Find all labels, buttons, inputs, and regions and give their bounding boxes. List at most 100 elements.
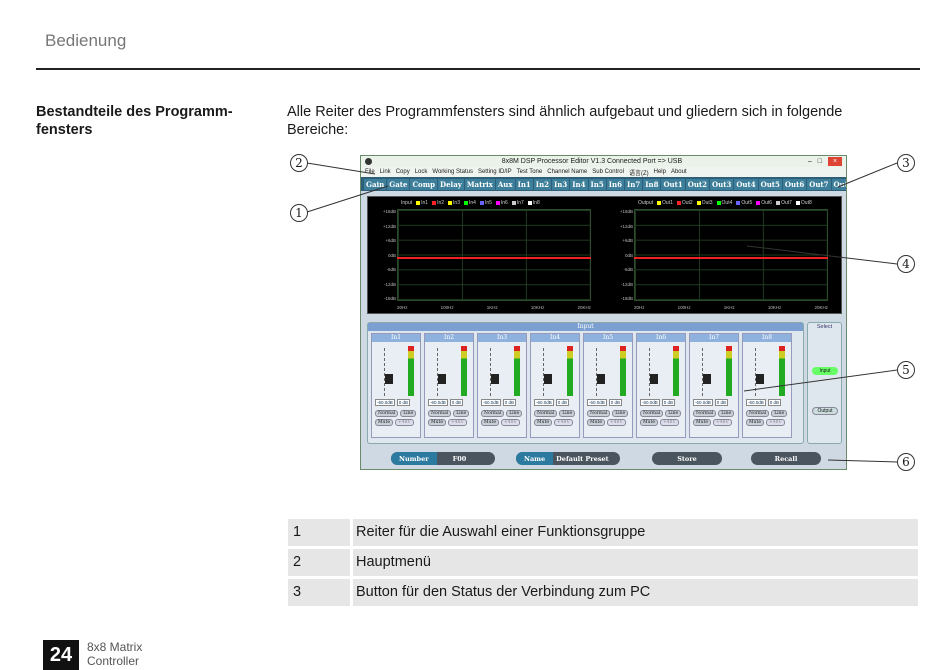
fader-track[interactable] bbox=[755, 348, 761, 396]
fader-knob[interactable] bbox=[650, 374, 658, 384]
tab-out8[interactable]: Out8 bbox=[831, 178, 846, 190]
number-field[interactable]: Number F00 bbox=[391, 452, 495, 465]
menu-item[interactable]: Working Status bbox=[432, 169, 473, 175]
legend-label[interactable]: Out1 bbox=[662, 200, 673, 206]
legend-label[interactable]: In6 bbox=[500, 200, 508, 206]
gain-input[interactable]: 0 dB bbox=[396, 399, 411, 406]
select-input-button[interactable]: Input bbox=[812, 367, 838, 375]
legend-label[interactable]: In5 bbox=[484, 200, 492, 206]
tab-out2[interactable]: Out2 bbox=[685, 178, 710, 190]
menu-item[interactable]: Test Tone bbox=[516, 169, 543, 175]
tab-matrix[interactable]: Matrix bbox=[464, 178, 495, 190]
legend-label[interactable]: Out3 bbox=[701, 200, 713, 206]
tab-in7[interactable]: In7 bbox=[624, 178, 643, 190]
mute-button[interactable]: Mute bbox=[587, 419, 605, 426]
normal-button[interactable]: Normal bbox=[587, 410, 611, 417]
gain-input[interactable]: 0 dB bbox=[608, 399, 623, 406]
fader-track[interactable] bbox=[596, 348, 602, 396]
menu-item[interactable]: About bbox=[670, 169, 687, 175]
level-readout[interactable]: -60.0dB bbox=[640, 399, 660, 406]
recall-button[interactable]: Recall bbox=[751, 452, 821, 465]
close-icon[interactable]: × bbox=[828, 157, 842, 166]
name-field[interactable]: Name Default Preset bbox=[516, 452, 620, 465]
menu-item[interactable]: Help bbox=[653, 169, 666, 175]
normal-button[interactable]: Normal bbox=[481, 410, 505, 417]
normal-button[interactable]: Normal bbox=[693, 410, 717, 417]
menu-item[interactable]: Lock bbox=[414, 169, 428, 175]
gain-input[interactable]: 0 dB bbox=[767, 399, 782, 406]
phantom-power-button[interactable]: +48V bbox=[447, 419, 467, 426]
fader-track[interactable] bbox=[490, 348, 496, 396]
phantom-power-button[interactable]: +48V bbox=[500, 419, 520, 426]
fader-track[interactable] bbox=[649, 348, 655, 396]
legend-label[interactable]: Out5 bbox=[741, 200, 753, 206]
line-button[interactable]: Line bbox=[559, 410, 576, 417]
fader-knob[interactable] bbox=[756, 374, 764, 384]
line-button[interactable]: Line bbox=[453, 410, 470, 417]
menu-item[interactable]: Link bbox=[379, 169, 391, 175]
normal-button[interactable]: Normal bbox=[640, 410, 664, 417]
tab-delay[interactable]: Delay bbox=[438, 178, 464, 190]
mute-button[interactable]: Mute bbox=[481, 419, 499, 426]
menu-item[interactable]: Sub Control bbox=[592, 169, 624, 175]
level-readout[interactable]: -60.0dB bbox=[587, 399, 607, 406]
gain-input[interactable]: 0 dB bbox=[555, 399, 570, 406]
line-button[interactable]: Line bbox=[400, 410, 417, 417]
level-readout[interactable]: -60.0dB bbox=[746, 399, 766, 406]
legend-label[interactable]: In3 bbox=[453, 200, 460, 206]
tab-aux[interactable]: Aux bbox=[495, 178, 515, 190]
mute-button[interactable]: Mute bbox=[746, 419, 764, 426]
legend-label[interactable]: In1 bbox=[421, 200, 429, 206]
level-readout[interactable]: -60.0dB bbox=[428, 399, 448, 406]
tab-in2[interactable]: In2 bbox=[533, 178, 552, 190]
menu-item[interactable]: Setting ID/IP bbox=[477, 169, 512, 175]
tab-out3[interactable]: Out3 bbox=[710, 178, 734, 190]
fader-track[interactable] bbox=[384, 348, 390, 396]
level-readout[interactable]: -60.0dB bbox=[481, 399, 501, 406]
menu-item[interactable]: Copy bbox=[395, 169, 410, 175]
line-button[interactable]: Line bbox=[612, 410, 629, 417]
tab-in6[interactable]: In6 bbox=[606, 178, 624, 190]
tab-comp[interactable]: Comp bbox=[410, 178, 438, 190]
fader-track[interactable] bbox=[543, 348, 549, 396]
legend-label[interactable]: Out8 bbox=[800, 200, 812, 206]
menu-item[interactable]: File bbox=[365, 169, 375, 175]
line-button[interactable]: Line bbox=[506, 410, 523, 417]
line-button[interactable]: Line bbox=[718, 410, 735, 417]
phantom-power-button[interactable]: +48V bbox=[606, 419, 626, 426]
store-button[interactable]: Store bbox=[652, 452, 722, 465]
tab-out4[interactable]: Out4 bbox=[734, 178, 758, 190]
tab-in4[interactable]: In4 bbox=[570, 178, 588, 190]
tab-in5[interactable]: In5 bbox=[588, 178, 606, 190]
gain-input[interactable]: 0 dB bbox=[714, 399, 729, 406]
mute-button[interactable]: Mute bbox=[693, 419, 711, 426]
select-output-button[interactable]: Output bbox=[812, 407, 838, 415]
normal-button[interactable]: Normal bbox=[428, 410, 452, 417]
fader-knob[interactable] bbox=[385, 374, 393, 384]
tab-in8[interactable]: In8 bbox=[643, 178, 661, 190]
level-readout[interactable]: -60.0dB bbox=[534, 399, 554, 406]
phantom-power-button[interactable]: +48V bbox=[659, 419, 679, 426]
phantom-power-button[interactable]: +48V bbox=[553, 419, 573, 426]
fader-knob[interactable] bbox=[544, 374, 552, 384]
window-controls[interactable]: –□ bbox=[807, 158, 828, 165]
line-button[interactable]: Line bbox=[771, 410, 788, 417]
gain-input[interactable]: 0 dB bbox=[502, 399, 517, 406]
normal-button[interactable]: Normal bbox=[534, 410, 558, 417]
tab-out5[interactable]: Out5 bbox=[758, 178, 782, 190]
mute-button[interactable]: Mute bbox=[640, 419, 658, 426]
line-button[interactable]: Line bbox=[665, 410, 682, 417]
fader-knob[interactable] bbox=[703, 374, 711, 384]
level-readout[interactable]: -60.0dB bbox=[693, 399, 713, 406]
mute-button[interactable]: Mute bbox=[428, 419, 446, 426]
gain-input[interactable]: 0 dB bbox=[661, 399, 676, 406]
fader-track[interactable] bbox=[437, 348, 443, 396]
legend-label[interactable]: Out4 bbox=[721, 200, 733, 206]
normal-button[interactable]: Normal bbox=[375, 410, 399, 417]
legend-label[interactable]: Out7 bbox=[781, 200, 792, 206]
mute-button[interactable]: Mute bbox=[534, 419, 552, 426]
tab-out7[interactable]: Out7 bbox=[807, 178, 831, 190]
legend-label[interactable]: In7 bbox=[516, 200, 524, 206]
level-readout[interactable]: -60.0dB bbox=[375, 399, 395, 406]
legend-label[interactable]: In4 bbox=[468, 200, 476, 206]
